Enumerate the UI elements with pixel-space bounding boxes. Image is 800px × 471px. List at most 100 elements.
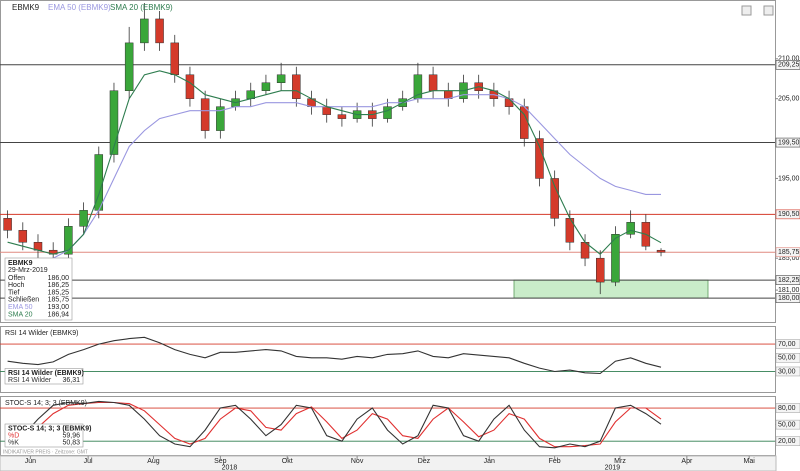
info-box bbox=[4, 257, 73, 321]
info-value: 186,94 bbox=[48, 311, 70, 318]
candle-body bbox=[64, 226, 73, 255]
y-tag bbox=[775, 436, 800, 446]
footer-note: INDIKATIVER PREIS · Zeitzone: GMT bbox=[3, 449, 88, 455]
level-tag bbox=[775, 60, 800, 70]
candle-body bbox=[550, 178, 559, 219]
x-tick-label: Mai bbox=[744, 458, 756, 465]
indicator-line bbox=[7, 70, 662, 255]
panel-title: RSI 14 Wilder (EBMK9) bbox=[5, 330, 79, 337]
x-tick-label: Jun bbox=[25, 458, 36, 465]
candle-body bbox=[140, 18, 149, 44]
settings-icon[interactable] bbox=[741, 5, 752, 16]
candle-body bbox=[18, 230, 28, 243]
level-tag bbox=[775, 137, 800, 148]
candle-body bbox=[292, 74, 301, 99]
year-label: 2019 bbox=[605, 464, 621, 471]
info-value: 185,25 bbox=[48, 289, 70, 296]
candle-body bbox=[200, 98, 210, 131]
candle-body bbox=[595, 257, 605, 283]
legend-entry: RSI 14 Wilder bbox=[8, 377, 52, 384]
y-tick-label: 80,00 bbox=[778, 405, 796, 412]
candle-body bbox=[79, 210, 88, 227]
info-value: 185,75 bbox=[48, 297, 70, 304]
legend-value: 59,96 bbox=[62, 432, 80, 439]
legend-title: STOC-S 14; 3; 3 (EBMK9) bbox=[8, 425, 92, 432]
y-tag bbox=[775, 353, 800, 363]
y-tick-label: 70,00 bbox=[778, 341, 796, 348]
x-tick-label: Okt bbox=[282, 458, 293, 465]
x-tick-label: Feb bbox=[549, 458, 561, 465]
legend-entry: SMA 20 (EBMK9) bbox=[110, 3, 173, 12]
level-tag bbox=[775, 209, 800, 220]
year-label: 2018 bbox=[222, 464, 238, 471]
candle-body bbox=[261, 82, 271, 91]
info-value: 186,00 bbox=[48, 275, 70, 282]
y-tag bbox=[775, 419, 800, 430]
candle-body bbox=[611, 234, 620, 283]
legend-box bbox=[4, 368, 84, 385]
candle-body bbox=[276, 74, 286, 83]
y-tick-label: 181,00 bbox=[778, 287, 800, 294]
support-zone bbox=[513, 279, 709, 299]
legend-entry: %D bbox=[8, 432, 19, 439]
info-label: Tief bbox=[8, 289, 19, 296]
y-tick-label: 185,00 bbox=[778, 255, 800, 262]
candle-body bbox=[383, 106, 392, 119]
level-label: 182,25 bbox=[778, 277, 800, 284]
info-date: 29-Mrz-2019 bbox=[8, 267, 48, 274]
window-icons[interactable] bbox=[741, 5, 774, 16]
y-tick-label: 20,00 bbox=[778, 438, 796, 445]
info-label: Hoch bbox=[8, 282, 24, 289]
y-tick-label: 195,00 bbox=[778, 175, 800, 182]
panel-title: STOC-S 14; 3; 3 (EBMK9) bbox=[5, 400, 87, 407]
candle-body bbox=[337, 114, 347, 119]
level-label: 199,50 bbox=[778, 139, 800, 146]
level-label: 190,50 bbox=[778, 211, 800, 218]
info-label: Offen bbox=[8, 275, 25, 282]
close-icon[interactable] bbox=[763, 5, 774, 16]
y-tag bbox=[775, 339, 800, 349]
x-axis bbox=[0, 455, 777, 471]
info-label: Schließen bbox=[8, 297, 39, 304]
candle-body bbox=[124, 42, 134, 91]
y-tick-label: 210,00 bbox=[778, 56, 800, 63]
rsi-panel bbox=[0, 326, 776, 393]
info-label: SMA 20 bbox=[8, 311, 33, 318]
info-title: EBMK9 bbox=[8, 260, 33, 267]
legend-box bbox=[4, 423, 84, 448]
candle-body bbox=[626, 222, 635, 235]
x-tick-label: Dez bbox=[418, 458, 431, 465]
level-label: 185,75 bbox=[778, 249, 800, 256]
x-tick-label: Jul bbox=[84, 458, 93, 465]
legend-entry: EMA 50 (EBMK9) bbox=[48, 3, 111, 12]
x-tick-label: Nov bbox=[351, 458, 364, 465]
candle-body bbox=[535, 138, 544, 179]
indicator-line bbox=[7, 336, 662, 375]
info-value: 186,25 bbox=[48, 282, 70, 289]
y-tick-label: 50,00 bbox=[778, 355, 796, 362]
y-tag bbox=[775, 403, 800, 413]
candle-body bbox=[656, 249, 666, 253]
main-panel bbox=[0, 0, 776, 323]
level-tag bbox=[775, 247, 800, 258]
x-tick-label: Aug bbox=[147, 458, 160, 465]
info-label: EMA 50 bbox=[8, 304, 33, 311]
y-tag bbox=[775, 366, 800, 377]
y-tick-label: 30,00 bbox=[778, 368, 796, 375]
y-tick-label: 205,00 bbox=[778, 96, 800, 103]
indicator-line bbox=[7, 400, 662, 449]
x-tick-label: Apr bbox=[681, 458, 693, 465]
candle-body bbox=[3, 218, 12, 231]
candle-body bbox=[155, 18, 164, 44]
candle-body bbox=[109, 90, 119, 155]
x-tick-label: Mrz bbox=[614, 458, 626, 465]
x-tick-label: Jan bbox=[484, 458, 495, 465]
x-tick-label: Sep bbox=[214, 458, 227, 465]
legend-title: RSI 14 Wilder (EBMK9) bbox=[8, 370, 84, 377]
chart-title: EBMK9 bbox=[12, 3, 40, 12]
legend-entry: %K bbox=[8, 440, 19, 447]
legend-value: 36,31 bbox=[62, 377, 80, 384]
candle-body bbox=[185, 74, 195, 99]
